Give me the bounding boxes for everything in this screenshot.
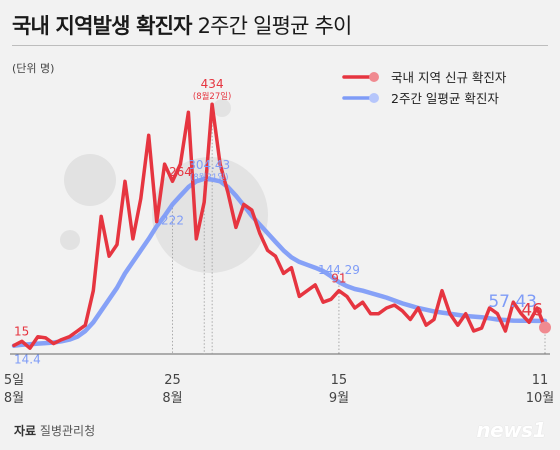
- end-marker-daily: [539, 321, 551, 334]
- source-label: 자료: [14, 424, 37, 438]
- legend-blue-label: 2주간 일평균 확진자: [391, 91, 499, 106]
- x-tick-day: 15: [331, 373, 348, 388]
- title-bold: 국내 지역발생 확진자: [12, 14, 193, 38]
- data-label: 46: [521, 301, 543, 321]
- series-line-daily: [12, 102, 547, 350]
- x-tick-month: 8월: [162, 391, 182, 406]
- source-value: 질병관리청: [39, 424, 96, 438]
- chart-title: 국내 지역발생 확진자 2주간 일평균 추이: [12, 10, 352, 40]
- title-divider: [12, 45, 548, 46]
- legend-red-marker: [369, 72, 379, 82]
- unit-label: (단위 명): [12, 62, 55, 75]
- legend-red-label: 국내 지역 신규 확진자: [391, 70, 507, 85]
- legend-blue-marker: [369, 93, 379, 103]
- series-line-average: [11, 176, 548, 348]
- data-label-date: (8월27일): [193, 91, 232, 102]
- x-tick-month: 8월: [4, 391, 24, 406]
- data-label: 304.43: [188, 158, 230, 172]
- data-label-date: (8월31일): [190, 172, 229, 183]
- x-tick-month: 10월: [526, 391, 555, 406]
- virus-illustration: [60, 99, 268, 273]
- data-label: 57.43: [488, 292, 537, 312]
- data-label: 144.29: [318, 263, 360, 277]
- x-tick-month: 9월: [329, 391, 349, 406]
- source-note: 자료 질병관리청: [14, 422, 95, 439]
- data-label: 264: [169, 165, 192, 179]
- x-tick-day: 11: [532, 373, 549, 388]
- data-label: 222: [161, 213, 184, 227]
- data-label: 14.4: [14, 353, 41, 367]
- data-label: 15: [14, 324, 29, 338]
- data-label: 91: [331, 272, 346, 286]
- title-light: 2주간 일평균 추이: [197, 14, 353, 38]
- x-tick-day: 5일: [4, 373, 24, 388]
- data-label: 434: [201, 77, 224, 91]
- legend: 국내 지역 신규 확진자 2주간 일평균 확진자: [342, 70, 507, 106]
- x-tick-day: 25: [164, 373, 181, 388]
- news1-logo: news1: [476, 418, 546, 442]
